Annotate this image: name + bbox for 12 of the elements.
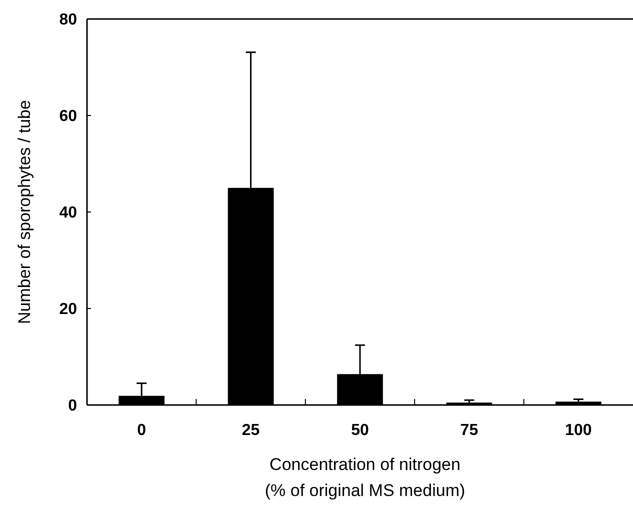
y-tick-label: 0 xyxy=(68,398,78,415)
x-axis-title: Concentration of nitrogen (% of original MS medium) xyxy=(264,455,466,500)
y-tick-label: 20 xyxy=(59,301,78,318)
x-tick-label: 0 xyxy=(137,422,146,439)
x-tick-label: 25 xyxy=(242,422,260,439)
y-axis-title: Number of sporophytes / tube xyxy=(15,100,34,324)
x-tick-label: 50 xyxy=(351,422,369,439)
y-tick-label: 60 xyxy=(59,108,78,126)
x-tick-label: 100 xyxy=(565,422,592,439)
y-tick-label: 40 xyxy=(59,204,78,222)
x-tick-label: 75 xyxy=(460,422,478,439)
y-tick-label: 80 xyxy=(59,12,78,29)
